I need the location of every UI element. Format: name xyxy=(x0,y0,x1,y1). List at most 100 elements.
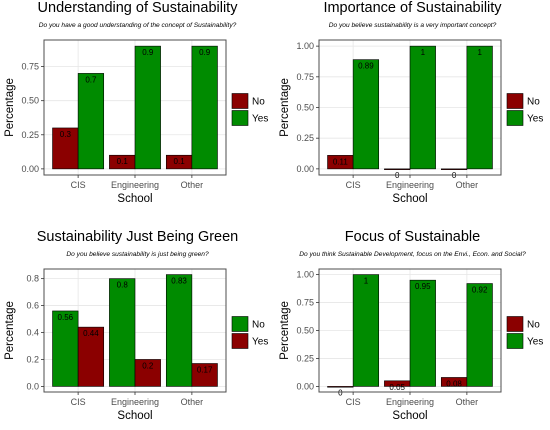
legend-label: Yes xyxy=(527,114,543,125)
data-label: 0.17 xyxy=(197,366,213,375)
data-label: 0.44 xyxy=(83,329,99,338)
y-axis-title: Percentage xyxy=(279,78,291,137)
y-tick-label: 0.2 xyxy=(26,354,39,364)
data-label: 0 xyxy=(338,388,343,397)
data-label: 0.83 xyxy=(171,277,187,286)
data-label: 0.8 xyxy=(117,281,129,290)
chart-subtitle: Do you believe sustainability is a very … xyxy=(328,22,497,29)
legend-swatch xyxy=(231,333,249,349)
x-tick-label: Engineering xyxy=(111,397,159,407)
data-label: 0.05 xyxy=(389,383,405,392)
chart-plot: 0.56 0.8 0.83 0.44 0.2 0.17 0.0 0.2 0.4 0.6 0.8 CIS… xyxy=(4,268,268,422)
y-tick-label: 0.75 xyxy=(21,62,39,72)
y-tick-label: 0.25 xyxy=(21,130,39,140)
x-tick-label: Engineering xyxy=(386,397,434,407)
x-axis-title: School xyxy=(392,193,427,205)
data-label: 0.7 xyxy=(85,75,97,84)
y-tick-label: 1.00 xyxy=(296,270,314,280)
bar xyxy=(466,283,493,387)
legend-swatch xyxy=(506,316,524,332)
bar xyxy=(77,73,105,170)
data-label: 0.9 xyxy=(199,48,211,57)
y-tick-label: 0.8 xyxy=(26,274,39,284)
bar xyxy=(134,359,161,387)
bar xyxy=(409,279,436,387)
chart-title: Understanding of Sustainability xyxy=(37,0,238,16)
bar xyxy=(440,168,468,170)
x-tick-label: Other xyxy=(456,180,479,190)
y-tick-label: 0.25 xyxy=(296,353,314,363)
data-label: 1 xyxy=(364,277,369,286)
x-tick-label: Other xyxy=(181,180,204,190)
x-tick-label: CIS xyxy=(71,397,86,407)
x-tick-label: Other xyxy=(181,397,204,407)
x-axis-title: School xyxy=(117,193,152,205)
y-tick-label: 0.0 xyxy=(26,381,39,391)
chart-just-green: Sustainability Just Being Green Do you b… xyxy=(0,215,275,430)
data-label: 0.56 xyxy=(58,313,74,322)
y-tick-label: 0.00 xyxy=(296,381,314,391)
y-tick-label: 0.50 xyxy=(21,96,39,106)
data-label: 1 xyxy=(477,48,482,57)
data-label: 0.11 xyxy=(333,157,349,166)
y-axis-title: Percentage xyxy=(279,301,291,360)
x-tick-label: Engineering xyxy=(386,180,434,190)
bar xyxy=(134,45,161,170)
legend-swatch xyxy=(231,110,249,126)
bar xyxy=(77,326,105,387)
bar xyxy=(384,168,411,170)
chart-title: Sustainability Just Being Green xyxy=(36,229,239,245)
x-axis-title: School xyxy=(117,410,152,422)
legend-swatch xyxy=(506,93,524,109)
y-tick-label: 0.25 xyxy=(296,133,314,143)
data-label: 0.95 xyxy=(415,282,431,291)
data-label: 0.9 xyxy=(142,48,154,57)
y-tick-label: 0.50 xyxy=(296,326,314,336)
chart-subtitle: Do you have a good understanding of the … xyxy=(38,22,237,29)
legend-label: Yes xyxy=(252,114,268,125)
y-axis-title: Percentage xyxy=(4,78,16,137)
legend-label: No xyxy=(252,320,265,331)
bar xyxy=(352,59,380,170)
chart-plot: 0.3 0.1 0.1 0.7 0.9 0.9 0.00 0.25 0.50 0.75 CIS Eng… xyxy=(4,39,268,205)
data-label: 0.08 xyxy=(446,379,462,388)
legend-label: No xyxy=(252,97,265,108)
bar xyxy=(466,45,493,170)
x-axis-title: School xyxy=(392,410,427,422)
y-tick-label: 0.75 xyxy=(296,298,314,308)
data-label: 1 xyxy=(421,48,426,57)
y-axis-title: Percentage xyxy=(4,301,16,360)
chart-plot: 0 0.05 0.08 1 0.95 0.92 0.00 0.25 0.50 0.75 1.00 CI… xyxy=(279,268,543,422)
data-label: 0.2 xyxy=(142,361,154,370)
bar xyxy=(109,278,136,387)
chart-subtitle: Do you think Sustainable Development, fo… xyxy=(299,251,526,258)
y-tick-label: 0.50 xyxy=(296,103,314,113)
bar xyxy=(52,310,79,387)
bar xyxy=(165,274,193,387)
chart-importance: Importance of Sustainability Do you beli… xyxy=(275,0,550,215)
x-tick-label: CIS xyxy=(346,397,361,407)
data-label: 0.89 xyxy=(358,62,374,71)
chart-title: Importance of Sustainability xyxy=(323,0,502,16)
x-tick-label: CIS xyxy=(346,180,361,190)
y-tick-label: 0.6 xyxy=(26,301,39,311)
legend-swatch xyxy=(506,333,524,349)
data-label: 0.1 xyxy=(117,157,129,166)
bar xyxy=(191,45,218,170)
x-tick-label: Other xyxy=(456,397,479,407)
y-tick-label: 1.00 xyxy=(296,41,314,51)
data-label: 0.92 xyxy=(472,286,488,295)
y-tick-label: 0.75 xyxy=(296,72,314,82)
bar xyxy=(352,274,380,387)
chart-title: Focus of Sustainable xyxy=(344,229,481,245)
legend-label: Yes xyxy=(252,337,268,348)
x-tick-label: CIS xyxy=(71,180,86,190)
legend-label: Yes xyxy=(527,337,543,348)
legend-swatch xyxy=(506,110,524,126)
data-label: 0.3 xyxy=(60,130,72,139)
legend-swatch xyxy=(231,316,249,332)
legend-label: No xyxy=(527,320,540,331)
x-tick-label: Engineering xyxy=(111,180,159,190)
legend-label: No xyxy=(527,97,540,108)
